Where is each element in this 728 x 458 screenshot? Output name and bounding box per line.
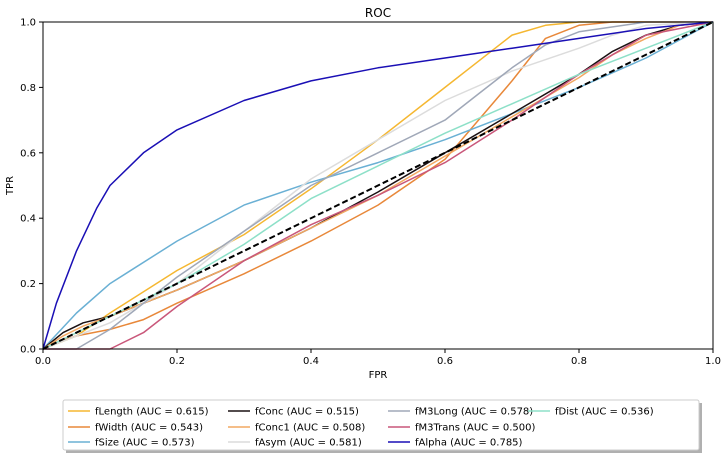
series-line-1 bbox=[42, 21, 713, 350]
y-tick-label: 0.2 bbox=[20, 279, 36, 290]
legend-label: fAsym (AUC = 0.581) bbox=[255, 438, 362, 449]
x-axis-ticks: 0.0 0.2 0.4 0.6 0.8 1.0 bbox=[35, 349, 721, 367]
legend-label: fM3Long (AUC = 0.578) bbox=[415, 407, 533, 418]
series-line-0 bbox=[42, 21, 713, 350]
series-line-9 bbox=[42, 21, 714, 350]
y-tick-label: 0.0 bbox=[20, 345, 36, 356]
series-line-8 bbox=[42, 21, 714, 350]
plot-area bbox=[42, 21, 714, 350]
legend-label: fConc1 (AUC = 0.508) bbox=[255, 423, 365, 434]
legend-items: fLength (AUC = 0.615) fWidth (AUC = 0.543… bbox=[68, 407, 654, 449]
reference-line-group bbox=[42, 21, 714, 350]
plot-frame bbox=[42, 21, 714, 350]
x-axis-title: FPR bbox=[369, 370, 388, 381]
y-axis-ticks: 0.0 0.2 0.4 0.6 0.8 1.0 bbox=[20, 18, 43, 356]
y-tick-label: 0.4 bbox=[20, 214, 36, 225]
reference-diagonal-line bbox=[42, 21, 714, 350]
x-tick-label: 0.8 bbox=[571, 356, 587, 367]
series-line-6 bbox=[43, 21, 713, 350]
legend-label: fLength (AUC = 0.615) bbox=[95, 407, 209, 418]
legend-label: fWidth (AUC = 0.543) bbox=[95, 423, 203, 434]
legend-label: fDist (AUC = 0.536) bbox=[555, 407, 654, 418]
legend-label: fM3Trans (AUC = 0.500) bbox=[415, 423, 536, 434]
chart-title: ROC bbox=[365, 6, 391, 20]
legend-box bbox=[62, 399, 700, 451]
x-tick-label: 0.0 bbox=[35, 356, 51, 367]
series-line-3 bbox=[42, 21, 714, 350]
y-tick-label: 0.8 bbox=[20, 83, 36, 94]
y-tick-label: 0.6 bbox=[20, 148, 36, 159]
x-tick-label: 0.4 bbox=[303, 356, 319, 367]
legend-label: fSize (AUC = 0.573) bbox=[95, 438, 195, 449]
x-tick-label: 0.6 bbox=[437, 356, 453, 367]
y-tick-label: 1.0 bbox=[20, 18, 36, 29]
legend-label: fConc (AUC = 0.515) bbox=[255, 407, 359, 418]
x-tick-label: 1.0 bbox=[705, 356, 721, 367]
y-axis-title: TPR bbox=[5, 176, 16, 196]
legend: fLength (AUC = 0.615) fWidth (AUC = 0.543… bbox=[62, 399, 702, 453]
x-tick-label: 0.2 bbox=[169, 356, 185, 367]
legend-label: fAlpha (AUC = 0.785) bbox=[415, 438, 523, 449]
